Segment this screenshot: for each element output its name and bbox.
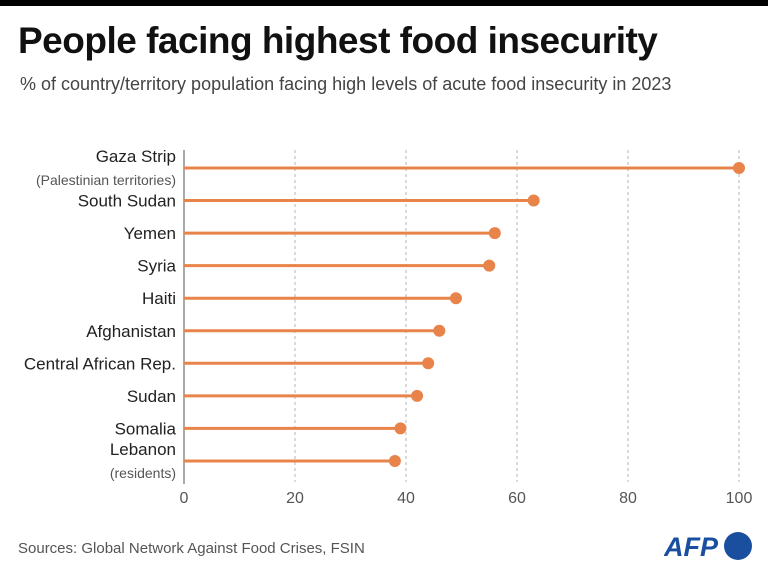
svg-text:AFP: AFP (664, 532, 719, 562)
category-note: (Palestinian territories) (36, 172, 176, 188)
lollipop-dot (433, 324, 446, 337)
chart-subtitle: % of country/territory population facing… (20, 74, 672, 94)
category-label: Gaza Strip (96, 147, 176, 166)
lollipop-dot (411, 389, 424, 402)
category-label: Lebanon (110, 440, 176, 459)
x-tick-label: 0 (180, 490, 189, 507)
lollipop-dot (488, 227, 501, 240)
category-label: Syria (137, 257, 176, 276)
category-note: (residents) (110, 465, 176, 481)
lollipop-dot (483, 259, 496, 272)
x-tick-label: 100 (726, 490, 753, 507)
lollipop-dot (449, 292, 462, 305)
x-tick-label: 20 (286, 490, 304, 507)
category-label: Afghanistan (86, 322, 176, 341)
chart-title: People facing highest food insecurity (18, 20, 658, 61)
lollipop-dot (733, 162, 745, 174)
x-tick-label: 40 (397, 490, 415, 507)
x-tick-label: 80 (619, 490, 637, 507)
source-note: Sources: Global Network Against Food Cri… (18, 540, 365, 557)
lollipop-dot (394, 422, 407, 435)
category-label: Somalia (115, 419, 177, 438)
afp-logo: AFP (664, 532, 752, 562)
lollipop-dot (422, 357, 435, 370)
x-tick-label: 60 (508, 490, 526, 507)
lollipop-dot (388, 454, 401, 467)
category-label: Yemen (124, 224, 176, 243)
category-label: South Sudan (78, 192, 176, 211)
lollipop-dot (527, 194, 540, 207)
category-label: Central African Rep. (24, 354, 176, 373)
category-label: Haiti (142, 289, 176, 308)
category-label: Sudan (127, 387, 176, 406)
top-bar (0, 0, 768, 6)
